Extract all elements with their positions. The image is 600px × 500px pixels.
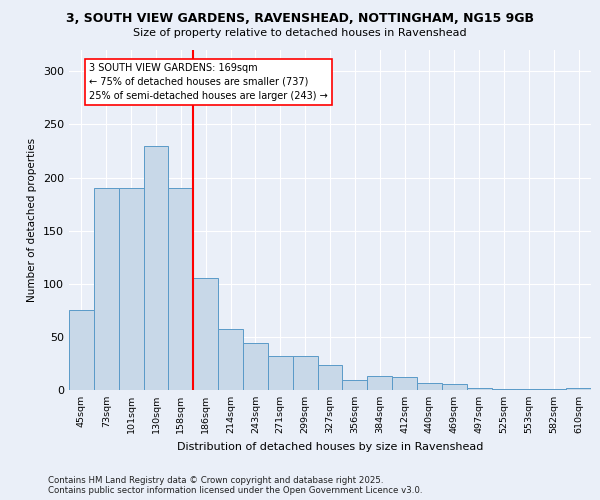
Bar [317, 364, 343, 390]
Bar [442, 384, 467, 390]
Bar [566, 388, 591, 390]
Bar [268, 356, 293, 390]
Bar [119, 188, 143, 390]
Bar [293, 356, 317, 390]
Bar [517, 389, 541, 390]
Bar [467, 388, 491, 390]
Bar [169, 188, 193, 390]
Bar [143, 146, 169, 390]
Bar [392, 377, 417, 390]
Bar [193, 278, 218, 390]
Text: Size of property relative to detached houses in Ravenshead: Size of property relative to detached ho… [133, 28, 467, 38]
Text: 3 SOUTH VIEW GARDENS: 169sqm
← 75% of detached houses are smaller (737)
25% of s: 3 SOUTH VIEW GARDENS: 169sqm ← 75% of de… [89, 62, 328, 101]
Y-axis label: Number of detached properties: Number of detached properties [28, 138, 37, 302]
Bar [491, 389, 517, 390]
Text: 3, SOUTH VIEW GARDENS, RAVENSHEAD, NOTTINGHAM, NG15 9GB: 3, SOUTH VIEW GARDENS, RAVENSHEAD, NOTTI… [66, 12, 534, 26]
Bar [541, 389, 566, 390]
Bar [343, 380, 367, 390]
Bar [218, 330, 243, 390]
Bar [243, 343, 268, 390]
Bar [69, 310, 94, 390]
Bar [417, 382, 442, 390]
X-axis label: Distribution of detached houses by size in Ravenshead: Distribution of detached houses by size … [177, 442, 483, 452]
Bar [367, 376, 392, 390]
Text: Contains HM Land Registry data © Crown copyright and database right 2025.
Contai: Contains HM Land Registry data © Crown c… [48, 476, 422, 495]
Bar [94, 188, 119, 390]
